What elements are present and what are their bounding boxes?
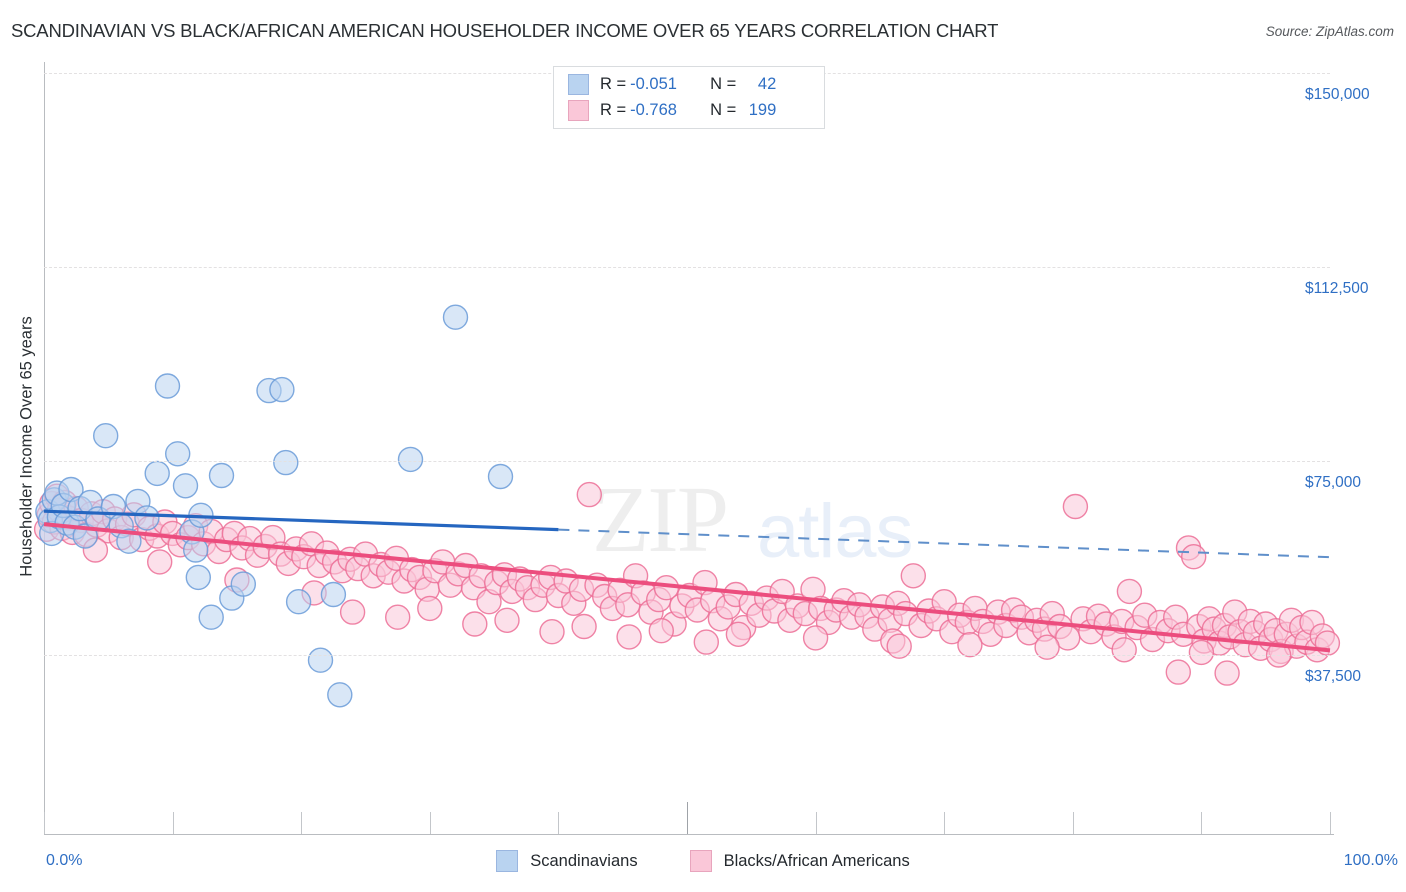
scatter-point xyxy=(462,611,488,637)
stats-row-scandinavians: R = -0.051 N = 42 xyxy=(568,72,810,98)
scatter-point xyxy=(172,473,199,499)
y-axis-tick-label: $150,000 xyxy=(1305,86,1370,103)
scatter-point xyxy=(385,604,411,630)
legend-swatch-blue xyxy=(496,850,519,872)
stats-row-blacks-african-americans: R = -0.768 N = 199 xyxy=(568,98,810,124)
stats-n-value-1: 199 xyxy=(748,101,777,119)
x-axis-tick xyxy=(815,812,817,834)
scatter-point xyxy=(487,463,514,490)
x-axis-tick xyxy=(301,812,303,834)
scatter-point xyxy=(269,376,295,403)
scatter-point xyxy=(154,373,181,399)
stats-r-value-0: -0.051 xyxy=(630,75,677,93)
scatter-point xyxy=(146,549,173,575)
scatter-point xyxy=(1062,493,1089,520)
scatter-point xyxy=(208,462,235,489)
scatter-point xyxy=(576,481,602,508)
stats-r-label-1: R = xyxy=(600,101,627,119)
scatter-point xyxy=(802,625,829,651)
x-axis-min-label: 0.0% xyxy=(46,852,83,869)
scatter-point xyxy=(442,304,469,330)
scatter-point xyxy=(1180,544,1207,570)
scatter-point xyxy=(93,423,119,449)
scatter-point xyxy=(1034,634,1060,660)
x-axis-tick xyxy=(172,812,174,834)
x-axis-tick xyxy=(429,812,431,834)
scatter-point xyxy=(198,604,224,630)
scatter-point xyxy=(307,647,334,673)
x-axis-tick xyxy=(944,812,946,834)
scatter-point xyxy=(230,571,257,597)
y-axis-tick-label: $75,000 xyxy=(1305,474,1362,491)
page-title: SCANDINAVIAN VS BLACK/AFRICAN AMERICAN H… xyxy=(11,20,999,41)
gridline xyxy=(44,267,1330,268)
x-axis-line xyxy=(44,834,1334,835)
scatter-point xyxy=(164,441,191,467)
scatter-point xyxy=(900,563,926,589)
scatter-point xyxy=(886,633,912,659)
scatter-point xyxy=(1165,659,1192,685)
x-axis-max-label: 100.0% xyxy=(1343,852,1398,869)
stats-r-value-1: -0.768 xyxy=(630,101,677,119)
legend-item-scandinavians[interactable]: Scandinavians xyxy=(496,850,638,872)
scatter-series-scandinavians xyxy=(35,304,514,708)
scatter-point xyxy=(185,564,212,591)
scatter-point xyxy=(339,599,366,625)
y-axis-tick-label: $37,500 xyxy=(1305,668,1362,685)
scatter-point xyxy=(1116,578,1143,605)
stats-n-label-1: N = xyxy=(710,101,737,119)
scatter-point xyxy=(397,446,424,473)
legend-item-blacks-african-americans[interactable]: Blacks/African Americans xyxy=(689,850,910,872)
y-axis-title: Householder Income Over 65 years xyxy=(17,316,36,577)
legend-label-scandinavians: Scandinavians xyxy=(530,851,638,870)
scatter-point xyxy=(144,460,170,487)
scatter-point xyxy=(616,624,642,650)
x-axis-tick xyxy=(44,812,45,834)
trendline-scandinavians-dashed xyxy=(558,528,1331,559)
scatter-point xyxy=(539,619,565,645)
stats-swatch-blue xyxy=(568,74,589,95)
scatter-point xyxy=(648,618,674,644)
legend-label-blacks-african-americans: Blacks/African Americans xyxy=(723,851,910,870)
chart-legend: Scandinavians Blacks/African Americans xyxy=(0,850,1406,872)
trendline-blacks-african-americans xyxy=(43,522,1331,653)
scatter-point xyxy=(273,449,299,476)
scatter-point xyxy=(134,505,160,531)
scatter-point xyxy=(571,613,597,640)
scatter-point xyxy=(1214,660,1240,686)
scatter-point xyxy=(116,528,142,554)
scatter-point xyxy=(957,632,983,658)
scatter-point xyxy=(320,581,347,608)
x-axis-tick xyxy=(558,812,560,834)
x-axis-tick xyxy=(1072,812,1074,834)
trendline-scandinavians-solid xyxy=(43,509,559,532)
x-axis-tick xyxy=(687,802,688,834)
scatter-point xyxy=(327,682,353,708)
scatter-point xyxy=(725,621,752,647)
gridline xyxy=(44,461,1330,462)
scatter-point xyxy=(285,589,312,615)
scatter-plot-svg xyxy=(33,304,1341,708)
stats-r-label-0: R = xyxy=(600,75,627,93)
stats-swatch-pink xyxy=(568,100,589,121)
y-axis-line xyxy=(44,62,45,834)
stats-n-value-0: 42 xyxy=(757,75,777,93)
y-axis-tick-label: $112,500 xyxy=(1305,280,1369,297)
scatter-point xyxy=(417,595,443,622)
scatter-point xyxy=(1188,639,1215,666)
x-axis-tick xyxy=(1330,812,1331,834)
correlation-stats-box: R = -0.051 N = 42 R = -0.768 N = 199 xyxy=(553,66,825,129)
stats-n-label-0: N = xyxy=(710,75,737,93)
scatter-point xyxy=(693,629,719,655)
gridline xyxy=(44,655,1330,656)
legend-swatch-pink xyxy=(689,850,712,872)
scatter-point xyxy=(1111,637,1137,663)
plot-area: ZIP atlas xyxy=(33,62,1341,834)
scatter-point xyxy=(494,607,520,633)
source-attribution: Source: ZipAtlas.com xyxy=(1265,24,1394,39)
x-axis-tick xyxy=(1201,812,1203,834)
